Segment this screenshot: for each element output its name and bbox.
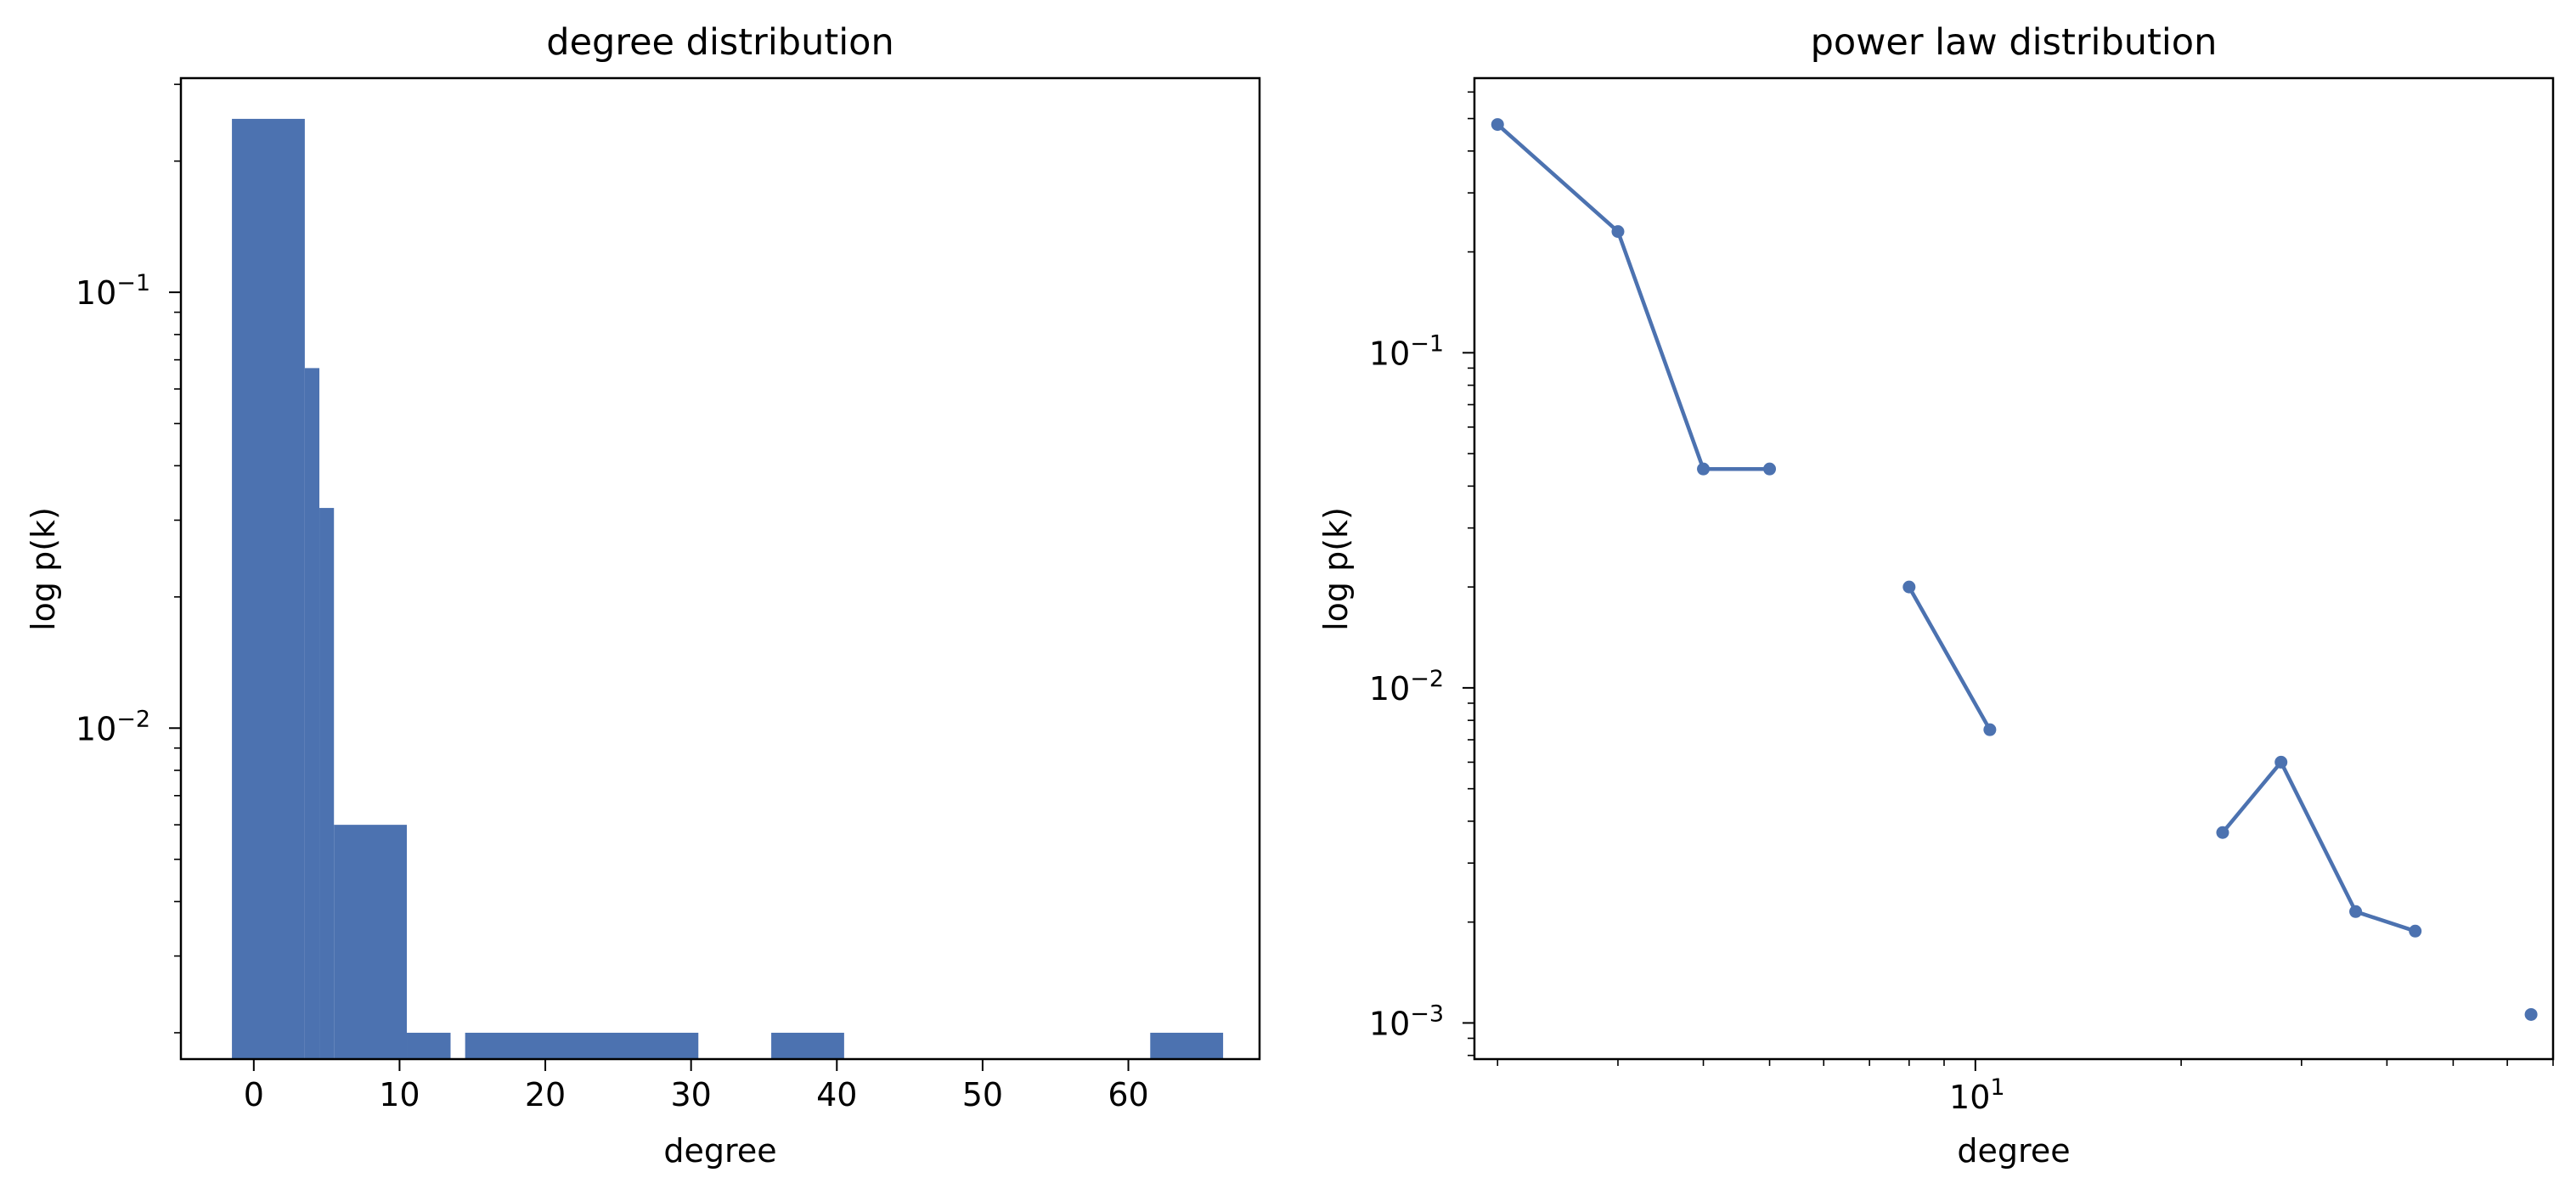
histogram-x-tick-label-60: 60 — [1108, 1076, 1148, 1113]
histogram-x-tick-label-40: 40 — [816, 1076, 857, 1113]
power-law-segment-2 — [2221, 760, 2416, 933]
histogram-bar-3 — [334, 825, 408, 1059]
power-law-line — [1491, 118, 2538, 1021]
histogram-bar-2 — [319, 508, 335, 1059]
histogram-x-ticks: 0 10 20 30 40 50 60 — [244, 1059, 1149, 1113]
histogram-panel: degree distribution 0 10 20 30 40 50 60 10−110… — [25, 21, 1261, 1170]
histogram-y-tick-label-1: 10−2 — [76, 706, 150, 747]
power-law-point-5 — [1983, 723, 1997, 736]
power-law-point-6 — [2216, 826, 2229, 839]
power-law-point-10 — [2524, 1007, 2538, 1021]
histogram-bar-4 — [407, 1032, 451, 1059]
power-law-point-4 — [1902, 580, 1916, 594]
power-law-point-9 — [2409, 924, 2422, 938]
histogram-axes-frame — [179, 76, 1261, 1061]
power-law-point-0 — [1491, 118, 1504, 132]
power-law-point-7 — [2274, 755, 2288, 769]
histogram-x-tick-label-0: 0 — [244, 1076, 264, 1113]
histogram-y-tick-label-0: 10−1 — [76, 270, 150, 312]
histogram-y-ticks: 10−1 10−2 — [76, 83, 181, 1034]
histogram-x-tick-label-20: 20 — [525, 1076, 566, 1113]
power-law-point-3 — [1763, 462, 1777, 476]
histogram-bar-0 — [232, 118, 305, 1059]
power-law-axes-frame — [1473, 76, 2555, 1061]
histogram-y-label: log p(k) — [25, 507, 62, 631]
power-law-segment-1 — [1907, 585, 1992, 731]
power-law-x-tick-label-0: 101 — [1949, 1074, 2005, 1116]
power-law-x-label: degree — [1957, 1132, 2070, 1170]
histogram-bar-1 — [304, 368, 320, 1060]
power-law-point-2 — [1697, 462, 1711, 476]
power-law-y-tick-label-1: 10−2 — [1369, 666, 1444, 707]
histogram-title: degree distribution — [546, 21, 893, 64]
power-law-panel: power law distribution 101 10−110−210−3 … — [1317, 21, 2555, 1170]
power-law-point-1 — [1611, 225, 1625, 239]
histogram-bar-7 — [1150, 1032, 1224, 1059]
histogram-x-tick-label-50: 50 — [962, 1076, 1003, 1113]
histogram-bars — [232, 118, 1224, 1060]
power-law-title: power law distribution — [1811, 21, 2218, 64]
histogram-x-tick-label-10: 10 — [379, 1076, 420, 1113]
power-law-point-8 — [2349, 905, 2363, 918]
histogram-x-label: degree — [663, 1132, 776, 1170]
power-law-x-ticks: 101 — [1497, 1059, 2554, 1116]
power-law-segment-0 — [1496, 122, 1770, 471]
histogram-x-tick-label-30: 30 — [670, 1076, 711, 1113]
power-law-y-ticks: 10−1 10−2 10−3 — [1369, 91, 1474, 1057]
power-law-y-label: log p(k) — [1317, 507, 1355, 631]
power-law-y-tick-label-2: 10−3 — [1369, 1001, 1444, 1042]
histogram-bar-6 — [771, 1032, 844, 1059]
power-law-y-tick-label-0: 10−1 — [1369, 330, 1444, 372]
histogram-bar-5 — [465, 1032, 699, 1059]
